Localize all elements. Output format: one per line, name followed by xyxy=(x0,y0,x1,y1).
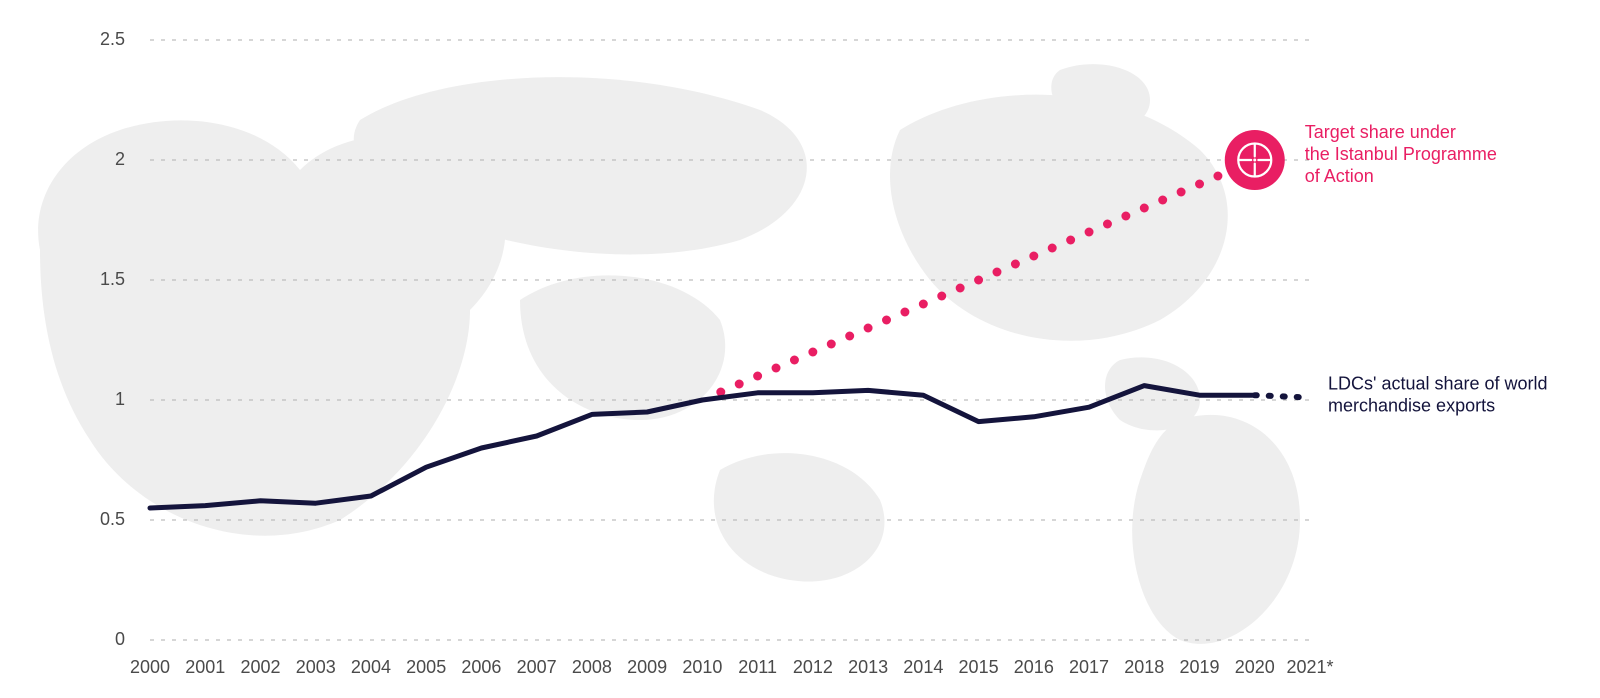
world-map-background xyxy=(38,64,1300,644)
x-tick-label: 2014 xyxy=(903,657,943,677)
y-tick-label: 1 xyxy=(115,389,125,409)
y-tick-label: 2.5 xyxy=(100,29,125,49)
x-tick-label: 2007 xyxy=(517,657,557,677)
legend-target-text: Target share under xyxy=(1305,122,1456,142)
x-tick-label: 2005 xyxy=(406,657,446,677)
chart-container: 0 0.5 1 1.5 2 2.5 2000 2001 2002 2003 2004 2005 2006… xyxy=(0,0,1600,698)
x-tick-label: 2009 xyxy=(627,657,667,677)
x-tick-label: 2004 xyxy=(351,657,391,677)
x-tick-label: 2019 xyxy=(1180,657,1220,677)
x-tick-label: 2013 xyxy=(848,657,888,677)
legend-target-text: the Istanbul Programme xyxy=(1305,144,1497,164)
x-tick-label: 2021* xyxy=(1286,657,1333,677)
x-tick-label: 2000 xyxy=(130,657,170,677)
x-tick-label: 2017 xyxy=(1069,657,1109,677)
x-tick-label: 2001 xyxy=(185,657,225,677)
y-tick-label: 0.5 xyxy=(100,509,125,529)
actual-series-dotted-tail xyxy=(1255,395,1310,397)
x-tick-label: 2015 xyxy=(959,657,999,677)
x-tick-label: 2011 xyxy=(738,657,777,677)
target-marker-icon xyxy=(1225,130,1285,190)
x-tick-label: 2016 xyxy=(1014,657,1054,677)
x-tick-label: 2002 xyxy=(240,657,280,677)
y-tick-label: 1.5 xyxy=(100,269,125,289)
x-tick-label: 2008 xyxy=(572,657,612,677)
legend-target-text: of Action xyxy=(1305,166,1374,186)
line-chart-svg: 0 0.5 1 1.5 2 2.5 2000 2001 2002 2003 2004 2005 2006… xyxy=(0,0,1600,698)
x-tick-label: 2012 xyxy=(793,657,833,677)
x-tick-label: 2018 xyxy=(1124,657,1164,677)
y-tick-label: 0 xyxy=(115,629,125,649)
x-tick-label: 2006 xyxy=(461,657,501,677)
y-tick-label: 2 xyxy=(115,149,125,169)
x-tick-label: 2010 xyxy=(682,657,722,677)
legend-actual-text: merchandise exports xyxy=(1328,396,1495,416)
legend-actual-text: LDCs' actual share of world xyxy=(1328,374,1548,394)
x-tick-label: 2003 xyxy=(296,657,336,677)
x-tick-label: 2020 xyxy=(1235,657,1275,677)
